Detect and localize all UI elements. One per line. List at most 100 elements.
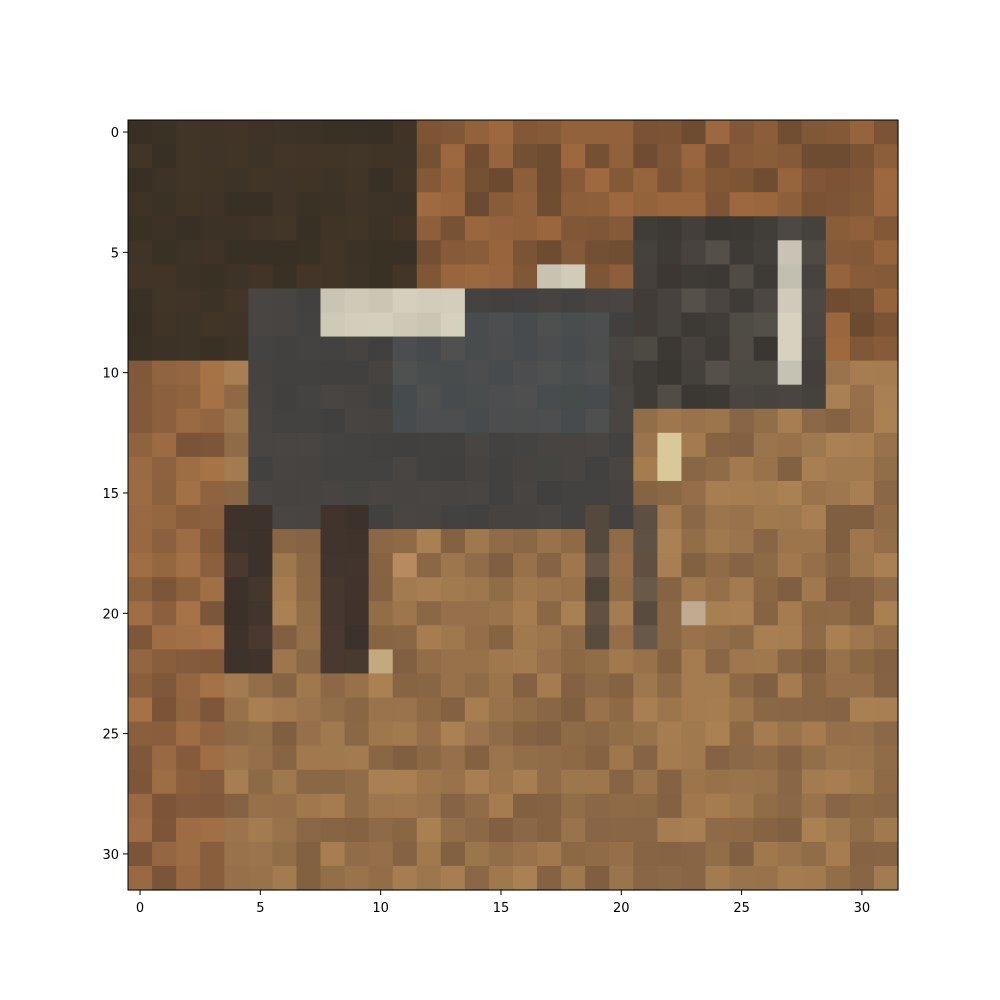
image-pixel [753, 505, 779, 530]
image-pixel [464, 817, 490, 843]
image-pixel [344, 745, 370, 771]
image-pixel [801, 817, 827, 843]
image-pixel [368, 505, 394, 530]
image-pixel [272, 745, 298, 771]
image-pixel [440, 577, 466, 602]
image-pixel [224, 505, 249, 530]
image-pixel [849, 505, 875, 530]
image-pixel [368, 697, 394, 723]
image-pixel [248, 745, 273, 771]
image-pixel [873, 312, 899, 338]
image-pixel [681, 264, 707, 290]
image-pixel [176, 673, 201, 699]
image-pixel [633, 865, 658, 891]
image-pixel [152, 168, 177, 193]
image-pixel [200, 841, 225, 867]
image-pixel [825, 625, 851, 650]
image-pixel [801, 553, 827, 578]
image-pixel [296, 577, 322, 602]
image-pixel [464, 384, 490, 410]
image-pixel [561, 817, 586, 843]
image-pixel [729, 456, 755, 482]
image-pixel [849, 577, 875, 602]
image-pixel [609, 480, 634, 506]
image-pixel [561, 697, 586, 723]
image-pixel [657, 384, 683, 410]
image-pixel [272, 601, 298, 626]
image-pixel [440, 264, 466, 290]
image-pixel [513, 721, 538, 747]
image-pixel [392, 288, 418, 314]
image-pixel [272, 769, 298, 795]
image-pixel [513, 216, 538, 241]
image-pixel [152, 288, 177, 314]
image-pixel [561, 745, 586, 771]
image-pixel [344, 841, 370, 867]
image-pixel [248, 841, 273, 867]
image-pixel [537, 240, 562, 265]
image-pixel [440, 649, 466, 675]
image-pixel [777, 480, 803, 506]
image-pixel [416, 336, 442, 362]
image-pixel [681, 432, 707, 458]
image-pixel [224, 529, 249, 554]
image-pixel [248, 264, 273, 290]
image-pixel [681, 288, 707, 314]
image-pixel [633, 817, 658, 843]
image-pixel [320, 673, 346, 699]
image-pixel [681, 841, 707, 867]
image-pixel [777, 216, 803, 241]
image-pixel [609, 240, 634, 265]
image-pixel [777, 865, 803, 891]
image-pixel [224, 144, 249, 169]
image-pixel [729, 769, 755, 795]
image-pixel [344, 697, 370, 723]
image-pixel [272, 336, 298, 362]
image-pixel [224, 264, 249, 290]
image-pixel [777, 288, 803, 314]
image-pixel [224, 577, 249, 602]
image-pixel [777, 553, 803, 578]
image-pixel [513, 456, 538, 482]
image-pixel [729, 408, 755, 434]
image-pixel [128, 432, 153, 458]
image-pixel [873, 721, 899, 747]
image-pixel [513, 553, 538, 578]
image-pixel [488, 312, 514, 338]
image-pixel [609, 577, 634, 602]
image-pixel [440, 336, 466, 362]
image-pixel [392, 577, 418, 602]
image-pixel [657, 793, 683, 819]
image-pixel [248, 601, 273, 626]
image-pixel [176, 456, 201, 482]
image-pixel [873, 817, 899, 843]
image-pixel [320, 793, 346, 819]
image-pixel [248, 360, 273, 386]
image-pixel [152, 240, 177, 265]
image-pixel [320, 769, 346, 795]
image-pixel [296, 697, 322, 723]
image-pixel [873, 216, 899, 241]
image-pixel [176, 601, 201, 626]
image-pixel [801, 841, 827, 867]
image-pixel [681, 480, 707, 506]
image-pixel [777, 168, 803, 193]
image-pixel [873, 697, 899, 723]
image-pixel [368, 841, 394, 867]
image-pixel [392, 649, 418, 675]
image-pixel [176, 625, 201, 650]
image-pixel [729, 817, 755, 843]
image-pixel [873, 144, 899, 169]
image-pixel [801, 721, 827, 747]
image-pixel [681, 793, 707, 819]
image-pixel [681, 456, 707, 482]
image-pixel [488, 505, 514, 530]
image-pixel [248, 649, 273, 675]
image-pixel [176, 649, 201, 675]
image-pixel [681, 529, 707, 554]
image-pixel [296, 601, 322, 626]
image-pixel [513, 120, 538, 145]
image-pixel [633, 553, 658, 578]
image-pixel [585, 577, 610, 602]
image-pixel [729, 336, 755, 362]
